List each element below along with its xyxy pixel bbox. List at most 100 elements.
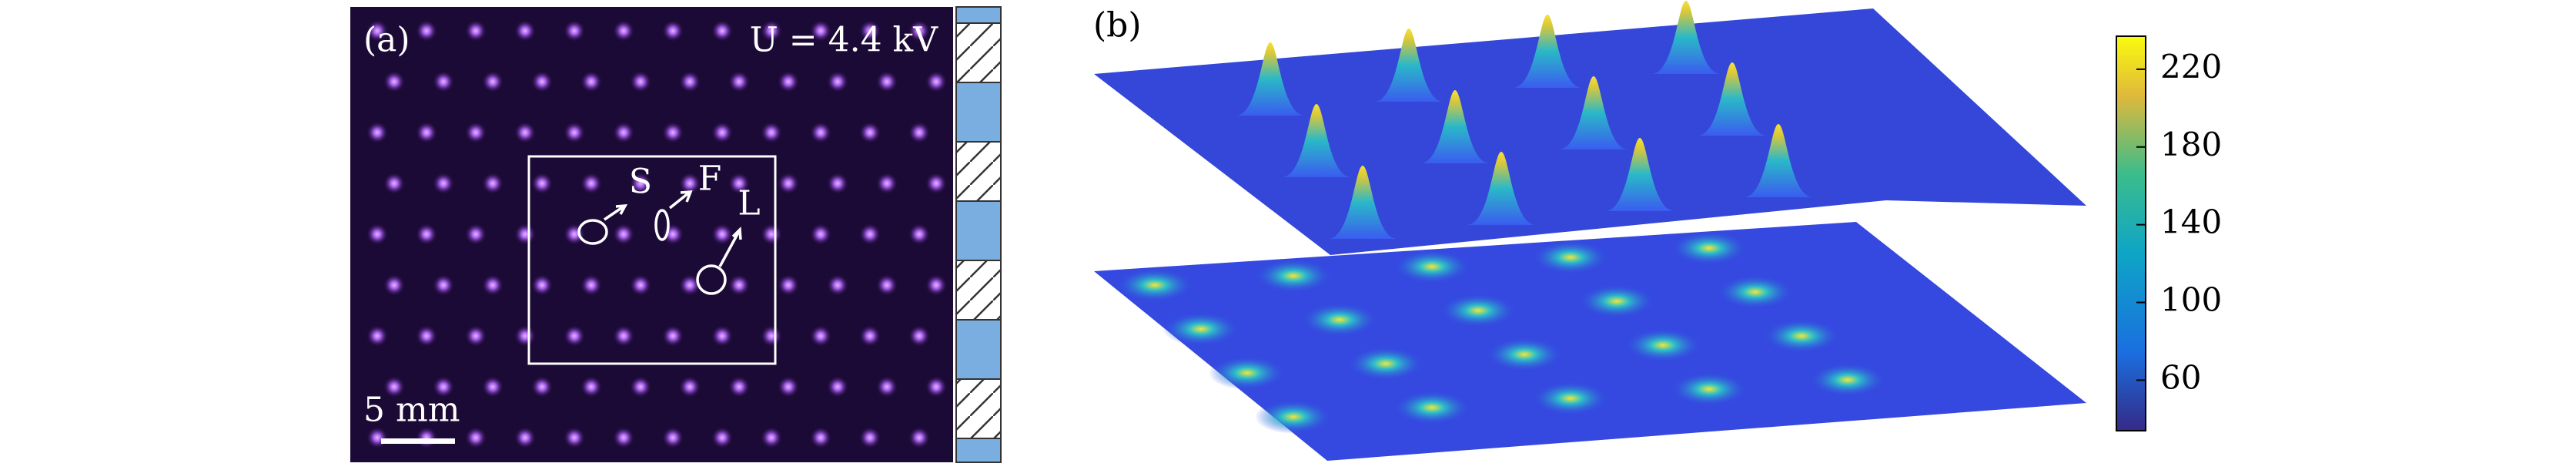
particle xyxy=(711,122,733,143)
scale-bar xyxy=(381,438,455,444)
particle xyxy=(728,274,750,296)
particle xyxy=(613,223,634,245)
particle xyxy=(876,173,898,194)
particle xyxy=(711,20,733,42)
annotation: L xyxy=(738,184,760,223)
colorbar-tick-label: 60 xyxy=(2160,358,2201,396)
particle xyxy=(465,122,487,143)
particle xyxy=(366,427,388,448)
spot xyxy=(1116,268,1193,302)
annotation: F xyxy=(698,159,722,199)
particle xyxy=(679,173,701,194)
spot xyxy=(1717,275,1794,309)
particle xyxy=(613,20,634,42)
particle xyxy=(662,122,684,143)
electrode-strip xyxy=(955,6,1002,463)
colorbar-ticks: 60 100 140 180 220 xyxy=(2136,48,2222,396)
particle xyxy=(514,122,536,143)
particle xyxy=(925,376,947,398)
spot xyxy=(1255,259,1332,293)
particle xyxy=(662,427,684,448)
particle xyxy=(383,376,405,398)
spot xyxy=(1671,231,1748,265)
spot xyxy=(1393,250,1470,284)
particle xyxy=(908,427,930,448)
particle xyxy=(827,376,848,398)
spot xyxy=(1809,363,1886,397)
particle xyxy=(925,71,947,92)
particle xyxy=(810,122,831,143)
markers xyxy=(577,190,742,295)
particle xyxy=(761,325,782,347)
colorbar xyxy=(2116,35,2146,431)
particle xyxy=(728,71,750,92)
particle xyxy=(679,376,701,398)
particle xyxy=(564,325,585,347)
particle xyxy=(514,20,536,42)
spots xyxy=(1116,231,1886,434)
spot xyxy=(1763,319,1840,353)
particle xyxy=(564,427,585,448)
spot xyxy=(1578,284,1655,318)
particle xyxy=(580,71,602,92)
spot xyxy=(1486,337,1563,371)
spot xyxy=(1209,356,1286,390)
particle xyxy=(613,325,634,347)
particle xyxy=(711,427,733,448)
particle xyxy=(613,122,634,143)
particle xyxy=(761,223,782,245)
panel-label: (a) xyxy=(363,21,410,60)
particle xyxy=(908,122,930,143)
spot xyxy=(1347,347,1424,381)
particle xyxy=(925,274,947,296)
peaks xyxy=(1236,1,1813,239)
particle xyxy=(876,274,898,296)
gap xyxy=(955,260,1002,321)
particle xyxy=(580,376,602,398)
peak xyxy=(1420,90,1490,163)
particle xyxy=(925,173,947,194)
particle xyxy=(908,20,930,42)
electrode xyxy=(955,438,1002,463)
peak xyxy=(1605,138,1674,211)
particle xyxy=(859,325,881,347)
particle xyxy=(908,223,930,245)
particle xyxy=(761,427,782,448)
particle xyxy=(778,173,799,194)
particle xyxy=(778,71,799,92)
particle xyxy=(679,71,701,92)
particle xyxy=(416,122,437,143)
particle xyxy=(514,427,536,448)
particle xyxy=(465,223,487,245)
particle xyxy=(433,274,454,296)
particle xyxy=(876,376,898,398)
particle xyxy=(416,20,437,42)
scale-label: 5 mm xyxy=(363,391,460,430)
peak xyxy=(1328,166,1397,239)
spot xyxy=(1301,303,1378,337)
annotation: S xyxy=(629,163,652,202)
particle xyxy=(662,20,684,42)
particle xyxy=(531,71,553,92)
particle xyxy=(778,376,799,398)
particle xyxy=(383,173,405,194)
particle xyxy=(761,20,782,42)
particle xyxy=(630,173,651,194)
peak xyxy=(1744,124,1813,197)
peak xyxy=(1513,15,1582,88)
particle xyxy=(630,71,651,92)
particle xyxy=(383,71,405,92)
spot xyxy=(1255,400,1332,434)
panel-label: (b) xyxy=(1093,6,1142,45)
region-box xyxy=(527,155,777,365)
spot xyxy=(1393,391,1470,425)
particle xyxy=(662,223,684,245)
particle xyxy=(514,223,536,245)
particle xyxy=(366,325,388,347)
particle xyxy=(859,20,881,42)
particle xyxy=(810,427,831,448)
peak xyxy=(1651,1,1721,74)
particle xyxy=(366,20,388,42)
particle xyxy=(859,223,881,245)
spot xyxy=(1532,381,1609,415)
